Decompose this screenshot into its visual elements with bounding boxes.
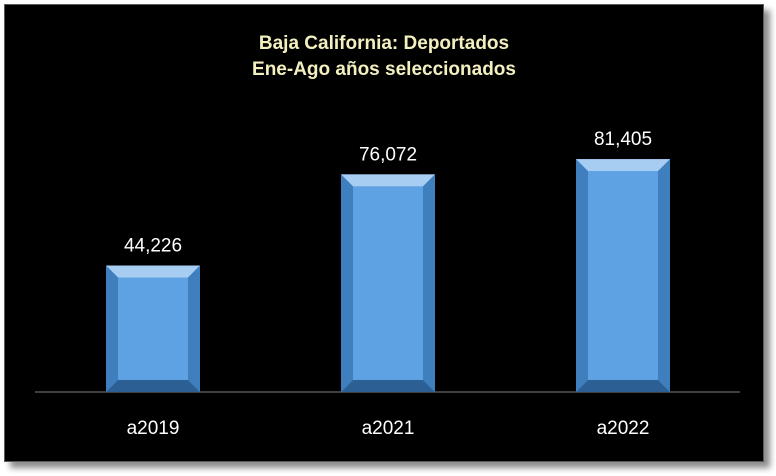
bar-inner-face bbox=[118, 277, 188, 380]
bar-a2019 bbox=[106, 265, 200, 392]
bar-bevel-top bbox=[576, 159, 670, 172]
bar-bevel-bottom bbox=[106, 380, 200, 392]
bar-bevel-bottom bbox=[576, 380, 670, 392]
bar-bevel-right bbox=[188, 265, 200, 392]
bar-bevel-right bbox=[658, 159, 670, 392]
chart-subtitle: Ene-Ago años seleccionados bbox=[252, 59, 516, 80]
bar-inner-face bbox=[353, 186, 423, 380]
bar-bevel-right bbox=[423, 174, 435, 392]
bar-bevel-top bbox=[341, 174, 435, 187]
bar-bevel-left bbox=[106, 265, 118, 392]
x-tick-label: a2022 bbox=[597, 418, 650, 439]
data-label: 76,072 bbox=[359, 144, 417, 165]
bar-bevel-bottom bbox=[341, 380, 435, 392]
x-tick-label: a2019 bbox=[127, 418, 180, 439]
bar-bevel-left bbox=[341, 174, 353, 392]
bar-bevel-left bbox=[576, 159, 588, 392]
chart-title: Baja California: Deportados bbox=[258, 33, 510, 54]
x-tick-label: a2021 bbox=[362, 418, 415, 439]
bar-a2021 bbox=[341, 174, 435, 392]
bar-inner-face bbox=[588, 171, 658, 380]
data-label: 44,226 bbox=[124, 236, 182, 257]
bar-a2022 bbox=[576, 159, 670, 392]
bar-bevel-top bbox=[106, 265, 200, 278]
data-label: 81,405 bbox=[594, 129, 652, 150]
